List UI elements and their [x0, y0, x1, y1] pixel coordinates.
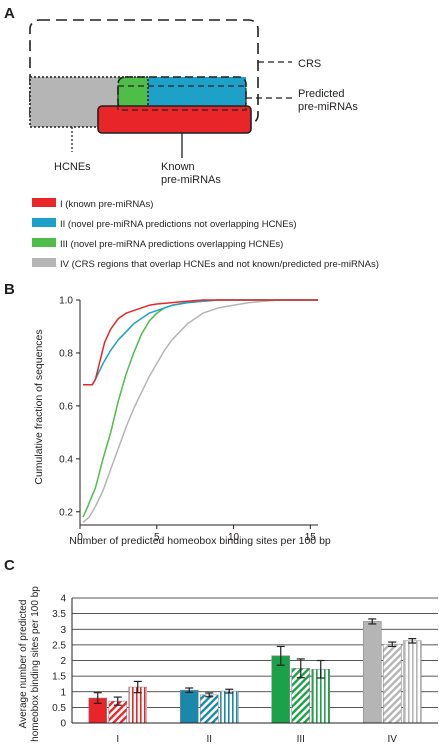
- x-tick-label: 5: [154, 532, 160, 543]
- x-tick-label: 0: [77, 532, 83, 543]
- bar-IV-2: [382, 643, 402, 724]
- legend-text-ii: II (novel pre-miRNA predictions not over…: [60, 219, 297, 230]
- bar-II-2: [199, 694, 219, 724]
- panel-b-axes: 0 5 10 15 0.2 0.4 0.6 0.8 1.0: [59, 296, 318, 543]
- series-line-1: [82, 299, 318, 523]
- legend-text-iv: IV (CRS regions that overlap HCNEs and n…: [60, 259, 379, 270]
- panel-c-ylabel-line1: Average number of predicted: [18, 600, 29, 729]
- known-label-line2: pre-miRNAs: [161, 174, 221, 186]
- panel-c-ylabel-line2: homeobox binding sites per 100 bp: [30, 586, 41, 742]
- y-tick-label: 4: [60, 594, 66, 605]
- bar-II-3: [219, 690, 239, 724]
- y-tick-label: 0: [60, 719, 66, 730]
- overlap-predicted-block: [118, 77, 148, 110]
- y-tick-label: 3: [60, 625, 66, 636]
- legend-swatch-iii: [32, 238, 56, 247]
- y-tick-label: 0.5: [52, 703, 66, 714]
- y-tick-label: 0.8: [59, 348, 73, 359]
- series-line-4: [83, 299, 318, 386]
- y-tick-label: 0.2: [59, 507, 73, 518]
- series-line-2: [82, 299, 318, 518]
- category-label: II: [206, 734, 212, 745]
- y-tick-label: 0.4: [59, 454, 73, 465]
- y-tick-label: 0.6: [59, 401, 73, 412]
- bar-IV-3: [402, 640, 422, 724]
- category-label: III: [297, 734, 305, 745]
- known-premirna-block: [97, 105, 252, 134]
- panel-a-label: A: [4, 5, 15, 22]
- x-tick-label: 10: [228, 532, 240, 543]
- panel-b-ylabel: Cumulative fraction of sequences: [33, 329, 45, 484]
- legend-swatch-ii: [32, 218, 56, 227]
- panel-c-bars: [88, 618, 422, 724]
- y-tick-label: 1.5: [52, 672, 66, 683]
- panel-a: A CRS Predicted pre-miRNAs HCNEs Known p…: [4, 5, 379, 270]
- y-tick-label: 2: [60, 656, 66, 667]
- bar-IV-1: [362, 621, 382, 724]
- y-tick-label: 3.5: [52, 609, 66, 620]
- legend-swatch-iv: [32, 258, 56, 267]
- category-label: I: [116, 734, 119, 745]
- y-tick-label: 1: [60, 687, 66, 698]
- category-label: IV: [388, 734, 398, 745]
- predicted-label-line1: Predicted: [298, 88, 344, 100]
- bar-II-1: [179, 689, 199, 724]
- x-tick-label: 15: [305, 532, 317, 543]
- crs-label: CRS: [298, 58, 321, 70]
- panel-c: C Average number of predicted homeobox b…: [4, 557, 438, 745]
- panel-b: B Cumulative fraction of sequences Numbe…: [4, 281, 331, 547]
- panel-c-label: C: [4, 557, 15, 574]
- y-tick-label: 2.5: [52, 640, 66, 651]
- legend-text-iii: III (novel pre-miRNA predictions overlap…: [60, 239, 283, 250]
- legend-swatch-i: [32, 198, 56, 207]
- series-line-3: [83, 299, 318, 386]
- hcne-label: HCNEs: [54, 161, 91, 173]
- y-tick-label: 1.0: [59, 296, 73, 307]
- predicted-label-line2: pre-miRNAs: [298, 101, 358, 113]
- known-label-line1: Known: [161, 161, 195, 173]
- panel-b-plot-area: [82, 299, 318, 523]
- predicted-premirna-block: [148, 77, 246, 110]
- legend-text-i: I (known pre-miRNAs): [60, 199, 153, 210]
- panel-a-legend: I (known pre-miRNAs) II (novel pre-miRNA…: [32, 198, 379, 270]
- panel-c-axes: 00.511.522.533.54I II III IV: [52, 594, 438, 745]
- panel-b-label: B: [4, 281, 15, 298]
- panel-b-xlabel: Number of predicted homeobox binding sit…: [69, 535, 331, 547]
- bar-III-1: [271, 655, 291, 724]
